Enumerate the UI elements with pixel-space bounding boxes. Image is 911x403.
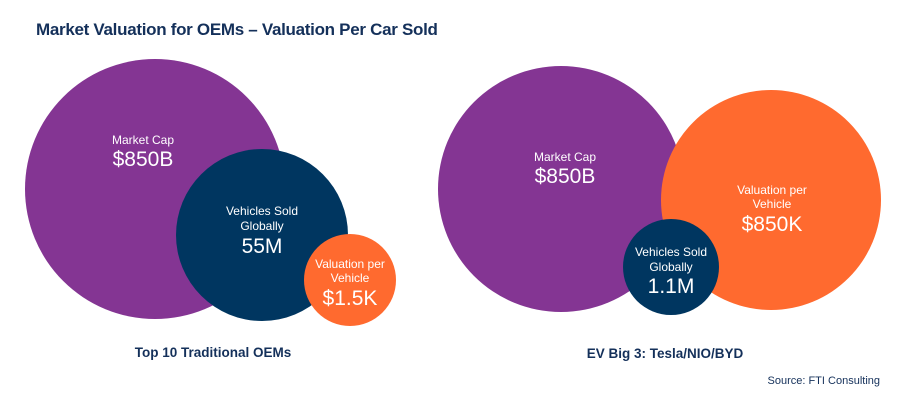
- vehicles-sold-value: 1.1M: [648, 275, 695, 298]
- valuation-per-vehicle-value: $1.5K: [323, 287, 378, 310]
- source-note: Source: FTI Consulting: [768, 375, 881, 387]
- market-cap-label: Market Cap: [112, 133, 174, 147]
- group-label: EV Big 3: Tesla/NIO/BYD: [587, 346, 744, 361]
- group-label: Top 10 Traditional OEMs: [135, 345, 292, 360]
- valuation-per-vehicle-label-1: Valuation per: [737, 183, 807, 197]
- group-traditional-oems: Market Cap $850B Vehicles Sold Globally …: [25, 59, 396, 360]
- vehicles-sold-label-2: Globally: [649, 260, 692, 274]
- group-ev-big-3: Market Cap $850B Valuation per Vehicle $…: [438, 66, 881, 361]
- vehicles-sold-label-2: Globally: [240, 219, 283, 233]
- market-cap-label: Market Cap: [534, 150, 596, 164]
- vehicles-sold-bubble: [623, 219, 719, 315]
- market-cap-value: $850B: [113, 148, 174, 171]
- vehicles-sold-label-1: Vehicles Sold: [635, 245, 707, 259]
- chart-title: Market Valuation for OEMs – Valuation Pe…: [36, 20, 438, 39]
- valuation-per-vehicle-label-2: Vehicle: [331, 271, 370, 285]
- market-cap-value: $850B: [535, 165, 596, 188]
- vehicles-sold-value: 55M: [242, 235, 283, 258]
- valuation-per-vehicle-label-2: Vehicle: [753, 197, 792, 211]
- market-cap-bubble: [438, 66, 684, 312]
- valuation-per-vehicle-bubble: [304, 234, 396, 326]
- vehicles-sold-label-1: Vehicles Sold: [226, 204, 298, 218]
- valuation-per-vehicle-label-1: Valuation per: [315, 257, 385, 271]
- valuation-per-vehicle-value: $850K: [742, 213, 803, 236]
